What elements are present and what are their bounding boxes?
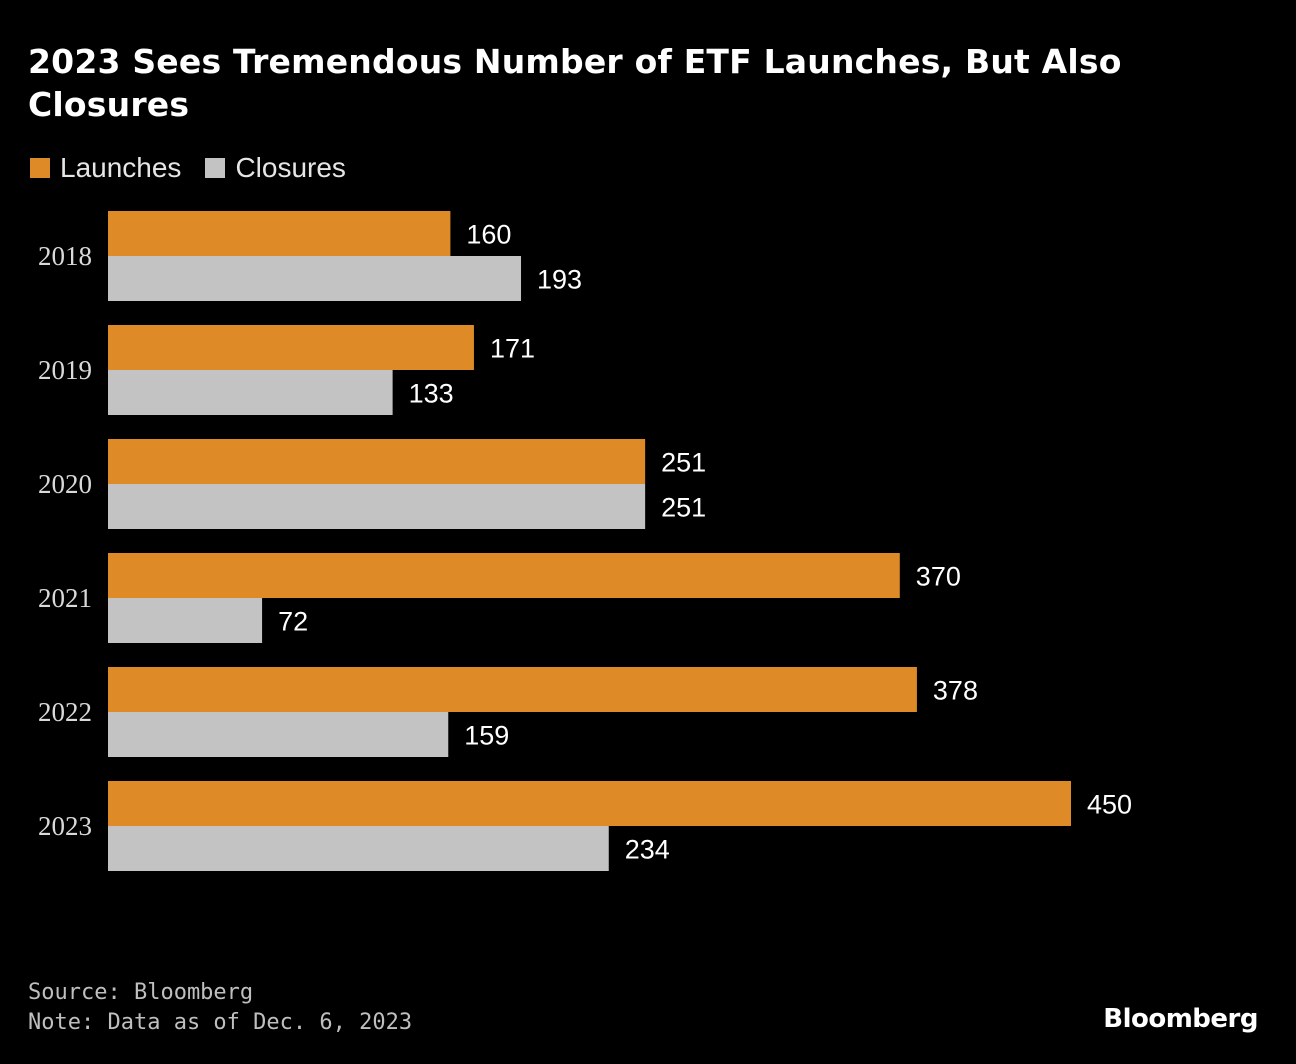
category-label-2023: 2023 <box>38 811 92 841</box>
data-label-launches-2021: 370 <box>916 562 961 592</box>
footer-notes: Source: Bloomberg Note: Data as of Dec. … <box>28 978 412 1038</box>
bar-closures-2023 <box>108 826 609 871</box>
legend-swatch-launches <box>30 158 50 178</box>
legend-item-closures: Closures <box>205 152 346 184</box>
data-label-launches-2018: 160 <box>466 220 511 250</box>
legend-swatch-closures <box>205 158 226 178</box>
data-label-closures-2022: 159 <box>464 721 509 751</box>
chart-title: 2023 Sees Tremendous Number of ETF Launc… <box>28 42 1122 124</box>
data-label-launches-2020: 251 <box>661 448 706 478</box>
legend-label-closures: Closures <box>235 152 346 183</box>
bar-launches-2019 <box>108 325 474 370</box>
bar-closures-2020 <box>108 484 646 529</box>
bar-launches-2018 <box>108 211 451 256</box>
bar-closures-2018 <box>108 256 522 301</box>
bar-launches-2022 <box>108 667 917 712</box>
category-label-2020: 2020 <box>38 469 92 499</box>
data-label-closures-2023: 234 <box>625 835 670 865</box>
bar-launches-2020 <box>108 439 646 484</box>
bar-closures-2019 <box>108 370 393 415</box>
data-label-launches-2022: 378 <box>933 676 978 706</box>
bar-launches-2023 <box>108 781 1071 826</box>
data-note: Note: Data as of Dec. 6, 2023 <box>28 1010 413 1035</box>
legend: Launches Closures <box>30 150 346 186</box>
source-note: Source: Bloomberg <box>28 980 254 1005</box>
data-label-closures-2019: 133 <box>409 379 454 409</box>
data-label-closures-2021: 72 <box>278 607 308 637</box>
data-label-closures-2018: 193 <box>537 265 582 295</box>
category-label-2018: 2018 <box>38 241 92 271</box>
bar-closures-2022 <box>108 712 449 757</box>
bar-launches-2021 <box>108 553 900 598</box>
bloomberg-logo: Bloomberg <box>1103 1004 1258 1034</box>
category-label-2021: 2021 <box>38 583 92 613</box>
data-label-launches-2023: 450 <box>1087 790 1132 820</box>
legend-item-launches: Launches <box>30 152 181 184</box>
data-label-closures-2020: 251 <box>661 493 706 523</box>
category-label-2022: 2022 <box>38 697 92 727</box>
category-label-2019: 2019 <box>38 355 92 385</box>
data-label-launches-2019: 171 <box>490 334 535 364</box>
bar-closures-2021 <box>108 598 263 643</box>
legend-label-launches: Launches <box>60 152 182 183</box>
